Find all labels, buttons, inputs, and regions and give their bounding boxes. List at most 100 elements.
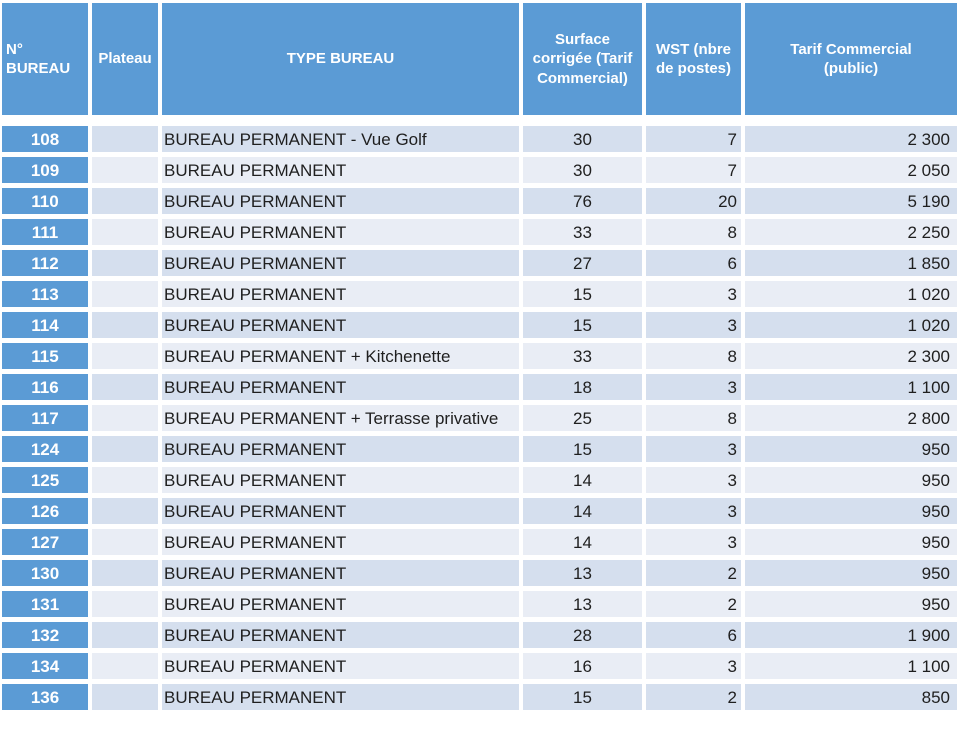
cell-bureau-number: 109 bbox=[2, 157, 88, 183]
cell-surface: 30 bbox=[523, 157, 642, 183]
table-row: 113 BUREAU PERMANENT 15 3 1 020 bbox=[2, 281, 957, 307]
office-pricing-table: N° BUREAU Plateau TYPE BUREAU Surface co… bbox=[2, 3, 957, 710]
cell-surface: 18 bbox=[523, 374, 642, 400]
cell-type-bureau: BUREAU PERMANENT bbox=[162, 653, 519, 679]
cell-wst: 2 bbox=[646, 684, 741, 710]
cell-bureau-number: 114 bbox=[2, 312, 88, 338]
cell-surface: 15 bbox=[523, 312, 642, 338]
cell-tarif: 1 020 bbox=[745, 281, 957, 307]
cell-plateau bbox=[92, 467, 158, 493]
table-header: N° BUREAU Plateau TYPE BUREAU Surface co… bbox=[2, 3, 957, 115]
cell-type-bureau: BUREAU PERMANENT - Vue Golf bbox=[162, 126, 519, 152]
cell-plateau bbox=[92, 250, 158, 276]
cell-bureau-number: 112 bbox=[2, 250, 88, 276]
cell-type-bureau: BUREAU PERMANENT bbox=[162, 436, 519, 462]
cell-surface: 15 bbox=[523, 436, 642, 462]
cell-type-bureau: BUREAU PERMANENT + Terrasse privative bbox=[162, 405, 519, 431]
cell-wst: 2 bbox=[646, 560, 741, 586]
cell-plateau bbox=[92, 684, 158, 710]
cell-tarif: 950 bbox=[745, 591, 957, 617]
cell-surface: 13 bbox=[523, 591, 642, 617]
column-header-wst: WST (nbre de postes) bbox=[646, 3, 741, 115]
cell-wst: 8 bbox=[646, 219, 741, 245]
cell-tarif: 950 bbox=[745, 498, 957, 524]
cell-bureau-number: 130 bbox=[2, 560, 88, 586]
cell-type-bureau: BUREAU PERMANENT bbox=[162, 219, 519, 245]
cell-tarif: 2 800 bbox=[745, 405, 957, 431]
cell-tarif: 850 bbox=[745, 684, 957, 710]
table-row: 125 BUREAU PERMANENT 14 3 950 bbox=[2, 467, 957, 493]
cell-bureau-number: 108 bbox=[2, 126, 88, 152]
table-row: 112 BUREAU PERMANENT 27 6 1 850 bbox=[2, 250, 957, 276]
cell-surface: 28 bbox=[523, 622, 642, 648]
cell-type-bureau: BUREAU PERMANENT bbox=[162, 281, 519, 307]
cell-type-bureau: BUREAU PERMANENT bbox=[162, 684, 519, 710]
cell-tarif: 1 100 bbox=[745, 653, 957, 679]
cell-surface: 76 bbox=[523, 188, 642, 214]
cell-type-bureau: BUREAU PERMANENT bbox=[162, 250, 519, 276]
cell-plateau bbox=[92, 219, 158, 245]
cell-plateau bbox=[92, 622, 158, 648]
table-row: 110 BUREAU PERMANENT 76 20 5 190 bbox=[2, 188, 957, 214]
cell-wst: 7 bbox=[646, 126, 741, 152]
cell-surface: 15 bbox=[523, 684, 642, 710]
cell-tarif: 2 250 bbox=[745, 219, 957, 245]
table-row: 124 BUREAU PERMANENT 15 3 950 bbox=[2, 436, 957, 462]
cell-surface: 15 bbox=[523, 281, 642, 307]
cell-wst: 6 bbox=[646, 250, 741, 276]
cell-surface: 14 bbox=[523, 498, 642, 524]
cell-bureau-number: 131 bbox=[2, 591, 88, 617]
cell-bureau-number: 127 bbox=[2, 529, 88, 555]
table-row: 116 BUREAU PERMANENT 18 3 1 100 bbox=[2, 374, 957, 400]
cell-surface: 30 bbox=[523, 126, 642, 152]
cell-wst: 8 bbox=[646, 405, 741, 431]
column-header-bureau-number: N° BUREAU bbox=[2, 3, 88, 115]
cell-tarif: 1 850 bbox=[745, 250, 957, 276]
cell-plateau bbox=[92, 157, 158, 183]
cell-surface: 25 bbox=[523, 405, 642, 431]
cell-type-bureau: BUREAU PERMANENT bbox=[162, 591, 519, 617]
cell-wst: 3 bbox=[646, 312, 741, 338]
cell-bureau-number: 116 bbox=[2, 374, 88, 400]
column-header-plateau: Plateau bbox=[92, 3, 158, 115]
cell-plateau bbox=[92, 343, 158, 369]
cell-bureau-number: 124 bbox=[2, 436, 88, 462]
table-row: 109 BUREAU PERMANENT 30 7 2 050 bbox=[2, 157, 957, 183]
cell-bureau-number: 132 bbox=[2, 622, 88, 648]
cell-type-bureau: BUREAU PERMANENT bbox=[162, 188, 519, 214]
cell-plateau bbox=[92, 405, 158, 431]
cell-type-bureau: BUREAU PERMANENT bbox=[162, 312, 519, 338]
cell-wst: 3 bbox=[646, 374, 741, 400]
cell-plateau bbox=[92, 560, 158, 586]
cell-wst: 3 bbox=[646, 436, 741, 462]
cell-type-bureau: BUREAU PERMANENT bbox=[162, 560, 519, 586]
cell-plateau bbox=[92, 591, 158, 617]
cell-tarif: 950 bbox=[745, 560, 957, 586]
cell-wst: 3 bbox=[646, 281, 741, 307]
cell-bureau-number: 126 bbox=[2, 498, 88, 524]
cell-wst: 3 bbox=[646, 498, 741, 524]
cell-tarif: 5 190 bbox=[745, 188, 957, 214]
cell-type-bureau: BUREAU PERMANENT bbox=[162, 622, 519, 648]
cell-plateau bbox=[92, 188, 158, 214]
table-row: 130 BUREAU PERMANENT 13 2 950 bbox=[2, 560, 957, 586]
cell-bureau-number: 111 bbox=[2, 219, 88, 245]
table-row: 111 BUREAU PERMANENT 33 8 2 250 bbox=[2, 219, 957, 245]
cell-type-bureau: BUREAU PERMANENT + Kitchenette bbox=[162, 343, 519, 369]
cell-tarif: 2 300 bbox=[745, 343, 957, 369]
cell-wst: 8 bbox=[646, 343, 741, 369]
cell-plateau bbox=[92, 126, 158, 152]
table-row: 132 BUREAU PERMANENT 28 6 1 900 bbox=[2, 622, 957, 648]
column-header-type-bureau: TYPE BUREAU bbox=[162, 3, 519, 115]
cell-bureau-number: 110 bbox=[2, 188, 88, 214]
cell-surface: 14 bbox=[523, 467, 642, 493]
cell-tarif: 950 bbox=[745, 436, 957, 462]
cell-bureau-number: 117 bbox=[2, 405, 88, 431]
cell-surface: 27 bbox=[523, 250, 642, 276]
table-row: 115 BUREAU PERMANENT + Kitchenette 33 8 … bbox=[2, 343, 957, 369]
cell-wst: 6 bbox=[646, 622, 741, 648]
table-row: 131 BUREAU PERMANENT 13 2 950 bbox=[2, 591, 957, 617]
cell-tarif: 1 100 bbox=[745, 374, 957, 400]
table-row: 127 BUREAU PERMANENT 14 3 950 bbox=[2, 529, 957, 555]
cell-surface: 33 bbox=[523, 219, 642, 245]
